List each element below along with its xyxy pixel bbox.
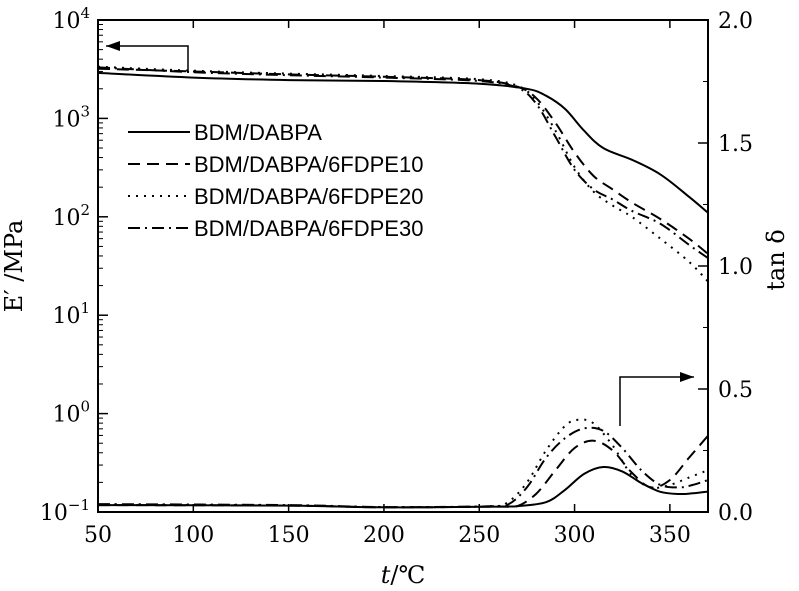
right-axis-arrow-line <box>619 376 694 426</box>
legend-label: BDM/DABPA <box>194 120 322 145</box>
legend-label: BDM/DABPA/6FDPE10 <box>194 152 423 177</box>
modulus-line-bdm-dabpa <box>97 71 709 214</box>
y-right-tick-label: 0.0 <box>718 501 753 526</box>
ticks-layer: 50 100 150 200 250 300 350 104 103 102 101 100 10−1 0… <box>40 4 753 548</box>
x-tick-label: 300 <box>554 523 596 548</box>
left-axis-arrow-line <box>106 45 189 72</box>
right-axis-arrow-head <box>680 372 694 382</box>
modulus-line-bdm-dabpa-6fdpe10 <box>97 67 709 255</box>
modulus-line-bdm-dabpa-6fdpe20 <box>97 65 709 283</box>
y-left-tick-label: 104 <box>52 4 90 34</box>
y-left-tick-label: 10−1 <box>40 496 90 526</box>
y-left-tick-label: 100 <box>52 398 90 428</box>
x-axis-label: t/℃ <box>381 561 426 589</box>
y-axis-right-label: tan δ <box>762 229 790 291</box>
y-left-tick-label: 102 <box>52 201 90 231</box>
legend-label: BDM/DABPA/6FDPE20 <box>194 184 423 209</box>
y-right-tick-label: 0.5 <box>718 378 753 403</box>
legend-label: BDM/DABPA/6FDPE30 <box>194 216 423 241</box>
x-axis-label-unit: /℃ <box>390 561 425 589</box>
x-tick-label: 250 <box>458 523 500 548</box>
y-axis-left-label: E′ /MPa <box>0 220 28 313</box>
axis-arrows <box>106 41 694 426</box>
x-tick-label: 200 <box>363 523 405 548</box>
left-axis-arrow-head <box>106 41 120 51</box>
legend: BDM/DABPA BDM/DABPA/6FDPE10 BDM/DABPA/6FDP… <box>128 120 423 241</box>
y-right-tick-label: 2.0 <box>718 9 753 34</box>
y-right-tick-label: 1.0 <box>718 255 753 280</box>
x-tick-label: 100 <box>172 523 214 548</box>
x-tick-label: 350 <box>649 523 691 548</box>
y-left-tick-label: 103 <box>52 102 90 132</box>
y-right-tick-label: 1.5 <box>718 132 753 157</box>
x-axis-label-var: t <box>381 561 391 589</box>
modulus-line-bdm-dabpa-6fdpe30 <box>97 66 709 259</box>
x-tick-label: 50 <box>84 523 112 548</box>
y-left-tick-label: 101 <box>52 299 90 329</box>
tan-delta-line-bdm-dabpa-6fdpe30 <box>97 426 709 509</box>
series-layer <box>97 65 709 509</box>
x-tick-label: 150 <box>268 523 310 548</box>
